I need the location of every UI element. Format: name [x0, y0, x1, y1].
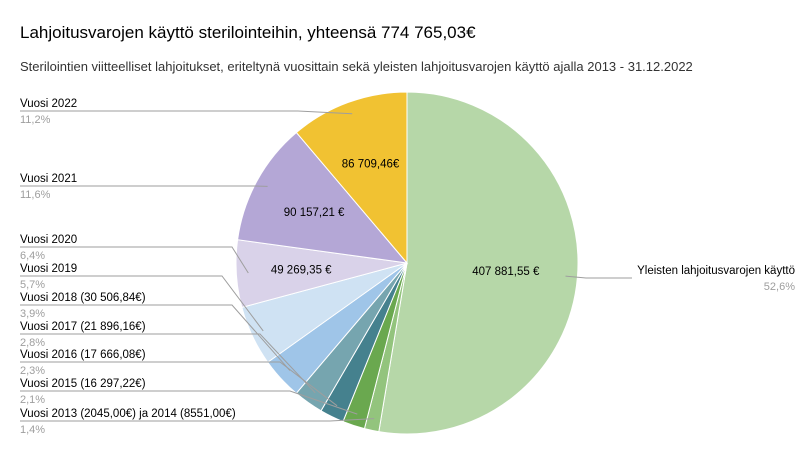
- slice-percent: 52,6%: [764, 281, 795, 293]
- leader-line: [20, 361, 338, 407]
- slice-label: Vuosi 2020: [20, 234, 77, 246]
- slice-percent: 11,2%: [20, 114, 51, 126]
- pie-slice-vuosi-2021[interactable]: [237, 131, 409, 264]
- slice-label: Vuosi 2019: [20, 263, 77, 275]
- slice-value-label: 86 709,46€: [342, 159, 400, 171]
- leader-lines: [20, 110, 632, 422]
- leader-line: [20, 110, 353, 115]
- slice-percent: 2,8%: [20, 337, 45, 349]
- slice-label: Vuosi 2017 (21 896,16€): [20, 321, 146, 333]
- slice-label: Vuosi 2013 (2045,00€) ja 2014 (8551,00€): [20, 408, 236, 420]
- leader-line: [20, 390, 358, 415]
- leader-line: [20, 333, 316, 394]
- slice-label: Vuosi 2018 (30 506,84€): [20, 292, 146, 304]
- pie-slice-yleisten-lahjoitusvarojen-kaytto[interactable]: [378, 91, 579, 435]
- slice-percent: 2,3%: [20, 365, 45, 377]
- slice-percent: 1,4%: [20, 424, 45, 436]
- slice-label: Vuosi 2015 (16 297,22€): [20, 378, 146, 390]
- slice-label: Vuosi 2022: [20, 98, 77, 110]
- leader-line: [20, 304, 291, 371]
- leader-line: [565, 275, 632, 279]
- slice-label: Yleisten lahjoitusvarojen käyttö: [637, 265, 795, 277]
- leader-line: [20, 246, 249, 274]
- leader-line: [20, 418, 375, 422]
- slice-percent: 6,4%: [20, 250, 45, 262]
- slice-label: Vuosi 2016 (17 666,08€): [20, 349, 146, 361]
- slice-value-label: 90 157,21 €: [284, 207, 345, 219]
- slice-percent: 2,1%: [20, 394, 45, 406]
- pie-slices: [235, 91, 579, 435]
- slice-percent: 3,9%: [20, 308, 45, 320]
- slice-value-label: 49 269,35 €: [271, 265, 332, 277]
- slice-percent: 5,7%: [20, 279, 45, 291]
- chart-title: Lahjoitusvarojen käyttö sterilointeihin,…: [20, 23, 476, 42]
- slice-label: Vuosi 2021: [20, 173, 77, 185]
- slice-percent: 11,6%: [20, 189, 51, 201]
- slice-labels: 407 881,55 € Yleisten lahjoitusvarojen kä…: [20, 98, 795, 436]
- leader-line: [20, 275, 264, 332]
- chart-subtitle: Sterilointien viitteelliset lahjoitukset…: [20, 59, 693, 74]
- slice-value-label: 407 881,55 €: [472, 266, 540, 278]
- pie-slice-vuosi-2022[interactable]: [295, 91, 408, 265]
